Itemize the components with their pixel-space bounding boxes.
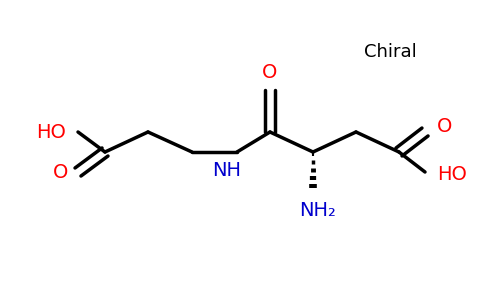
- Text: HO: HO: [437, 164, 467, 184]
- Text: O: O: [53, 163, 68, 182]
- Text: HO: HO: [36, 122, 66, 142]
- Text: NH: NH: [212, 160, 242, 179]
- Text: Chiral: Chiral: [363, 43, 416, 61]
- Text: O: O: [437, 116, 453, 136]
- Text: NH₂: NH₂: [300, 200, 336, 220]
- Text: O: O: [262, 62, 278, 82]
